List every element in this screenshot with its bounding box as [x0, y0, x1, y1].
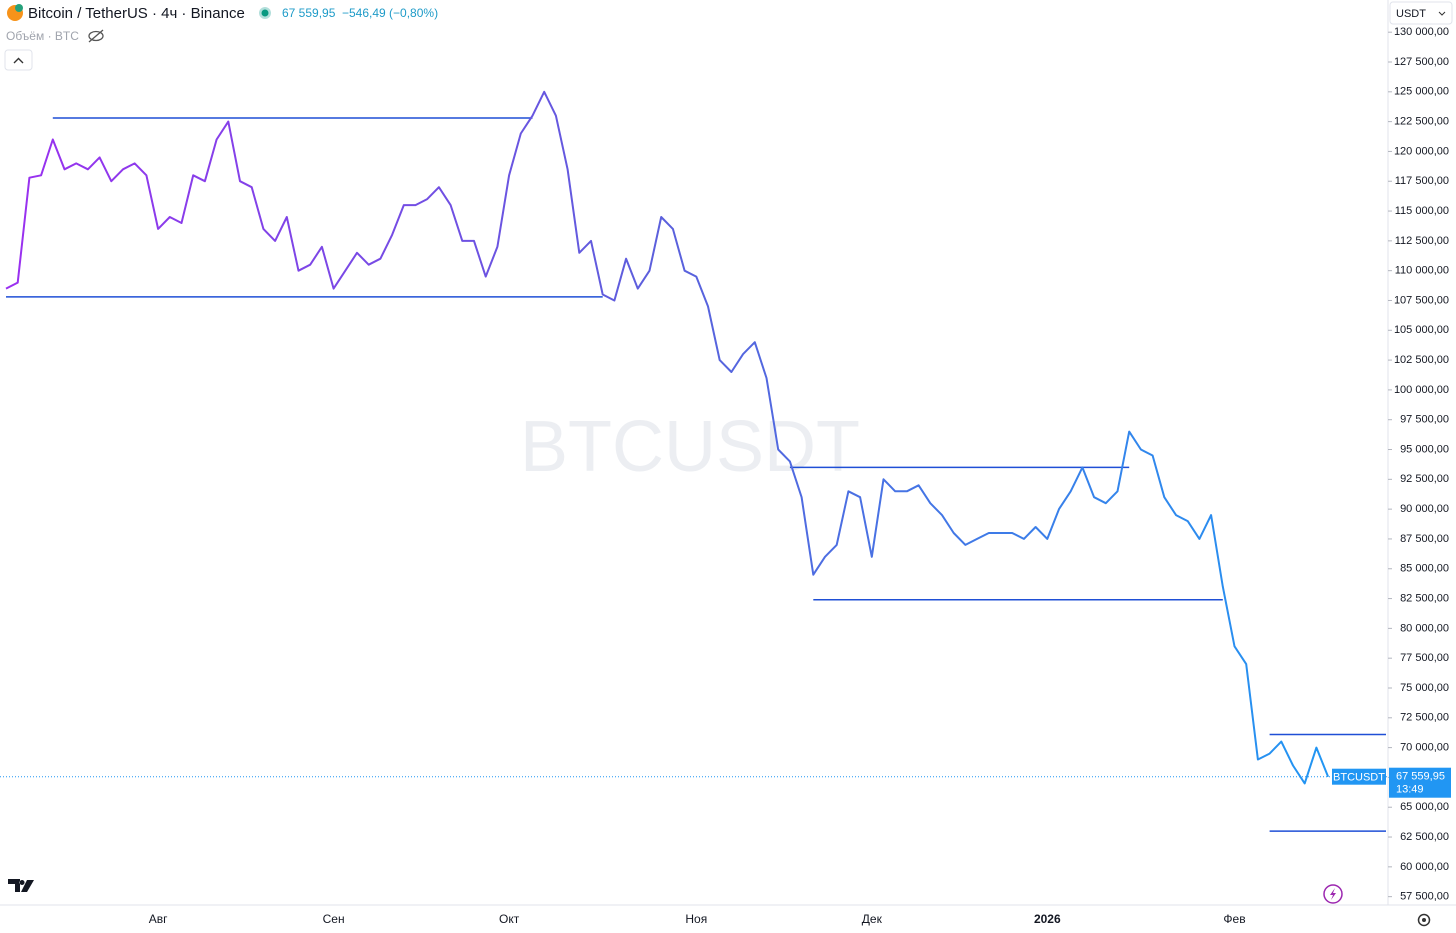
symbol-tag-label: BTCUSDT [1333, 772, 1385, 784]
volume-label[interactable]: Объём · BTC [6, 29, 79, 43]
plot: 57 500,00 60 000,00 62 500,00 65 000,00 67 5… [0, 26, 1449, 926]
y-tick-label: 112 500,00 [1395, 235, 1449, 247]
y-tick-label: 72 500,00 [1400, 712, 1449, 724]
y-tick-label: 95 000,00 [1400, 443, 1449, 455]
lightning-button[interactable] [1323, 884, 1343, 904]
y-tick-label: 92 500,00 [1400, 473, 1449, 485]
y-tick-label: 122 500,00 [1394, 116, 1449, 128]
hide-icon[interactable] [88, 29, 104, 43]
status-dot [261, 9, 269, 17]
currency-button[interactable] [1389, 1, 1453, 25]
symbol[interactable]: Bitcoin / TetherUS · 4ч · Binance [28, 5, 245, 22]
x-tick-label: 2026 [1034, 912, 1061, 926]
header: Bitcoin / TetherUS · 4ч · Binance 67 559… [4, 4, 438, 71]
collapse-icon [13, 57, 24, 64]
y-tick-label: 70 000,00 [1400, 742, 1449, 754]
x-tick-label: Авг [149, 912, 168, 926]
symbol-tag [1332, 768, 1386, 785]
y-tick-label: 97 500,00 [1400, 414, 1449, 426]
x-tick-label: Сен [323, 912, 345, 926]
y-tick-label: 105 000,00 [1394, 324, 1449, 336]
y-tick-label: 107 500,00 [1394, 294, 1449, 306]
price-line [5, 90, 1330, 785]
y-tick-label: 102 500,00 [1394, 354, 1449, 366]
y-tick-label: 90 000,00 [1400, 503, 1449, 515]
y-tick-label: 115 000,00 [1395, 205, 1449, 217]
x-tick-label: Дек [862, 912, 883, 926]
y-tick-label: 77 500,00 [1400, 652, 1449, 664]
collapse-button[interactable] [4, 49, 33, 71]
settings-button[interactable] [1417, 913, 1431, 927]
y-tick-label: 62 500,00 [1400, 831, 1449, 843]
y-tick-label: 82 500,00 [1400, 592, 1449, 604]
price-tag-price: 67 559,95 [1396, 771, 1445, 783]
y-tick-label: 80 000,00 [1400, 622, 1449, 634]
x-tick-label: Ноя [685, 912, 707, 926]
header-price: 67 559,95 [282, 6, 336, 20]
y-tick-label: 65 000,00 [1400, 801, 1449, 813]
y-tick-label: 60 000,00 [1400, 861, 1449, 873]
y-tick-label: 127 500,00 [1394, 56, 1449, 68]
y-tick-label: 75 000,00 [1400, 682, 1449, 694]
y-tick-label: 100 000,00 [1394, 384, 1449, 396]
currency[interactable]: USDT [1396, 8, 1426, 20]
price-tag [1389, 767, 1451, 798]
y-tick-label: 120 000,00 [1394, 145, 1449, 157]
header-change: −546,49 (−0,80%) [342, 6, 438, 20]
y-tick-label: 57 500,00 [1400, 891, 1449, 903]
y-tick-label: 110 000,00 [1395, 265, 1449, 277]
y-tick-label: 130 000,00 [1394, 26, 1449, 38]
watermark: BTCUSDT [520, 407, 860, 487]
price-tag-countdown: 13:49 [1396, 784, 1424, 796]
y-tick-label: 125 000,00 [1394, 86, 1449, 98]
currency-caret [1438, 11, 1446, 16]
y-tick-label: 85 000,00 [1400, 563, 1449, 575]
tv-logo [8, 879, 34, 892]
x-tick-label: Окт [499, 912, 520, 926]
coin-icon [15, 4, 23, 12]
y-tick-label: 87 500,00 [1400, 533, 1449, 545]
x-tick-label: Фев [1223, 912, 1245, 926]
y-tick-label: 117 500,00 [1395, 175, 1449, 187]
